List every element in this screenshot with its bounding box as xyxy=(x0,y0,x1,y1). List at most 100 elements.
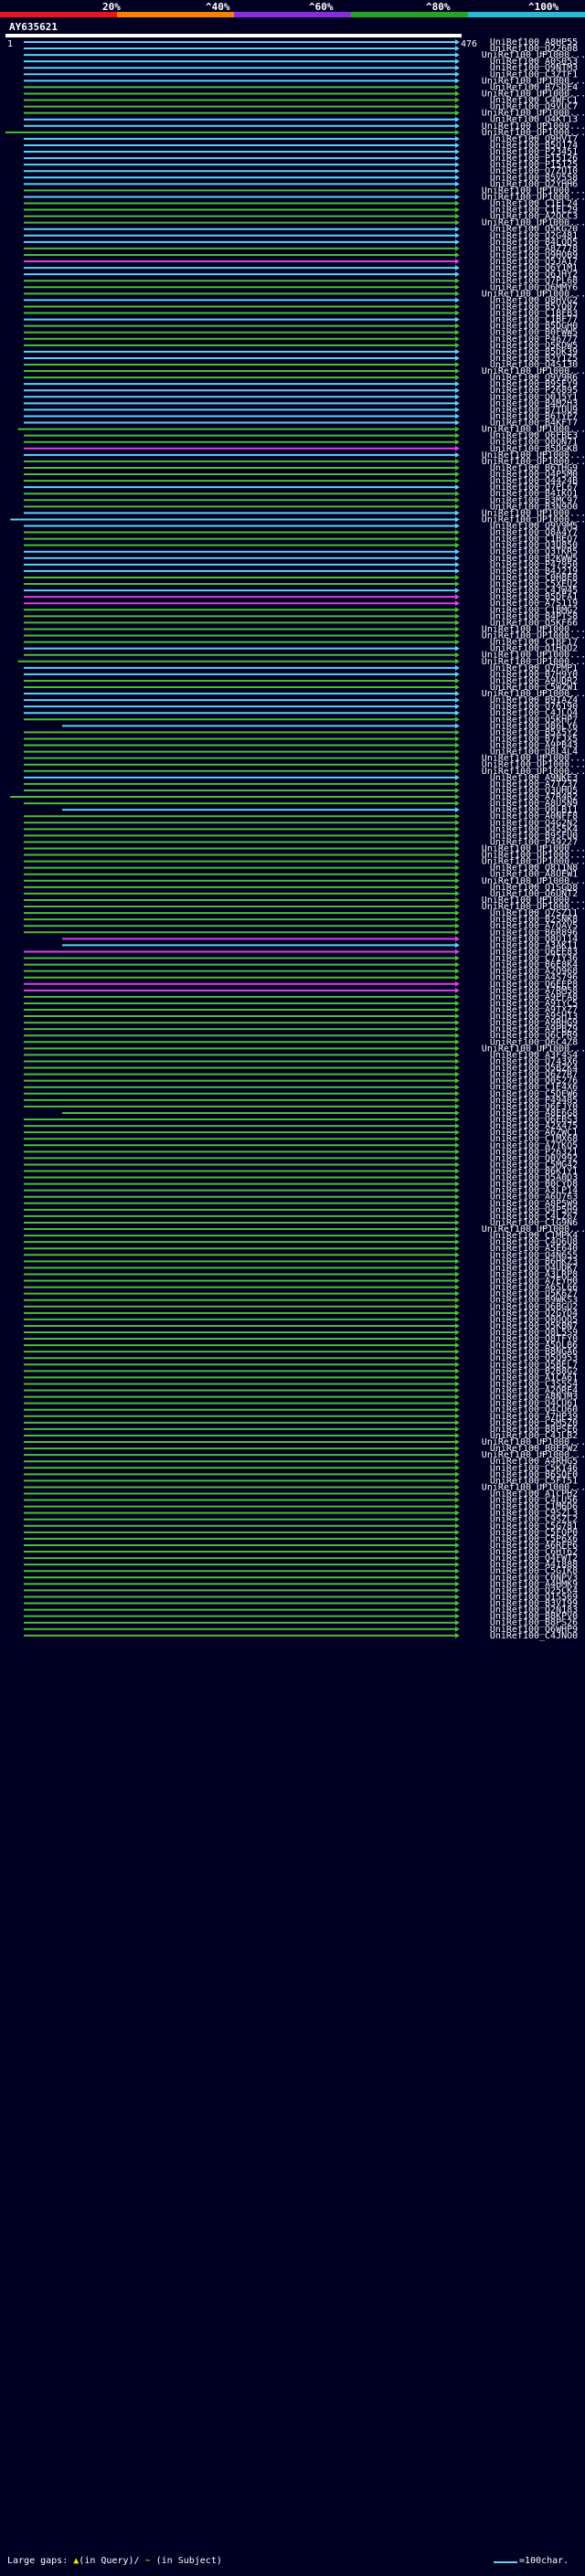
hit-label[interactable]: UniRef100_UP1000... xyxy=(482,186,585,196)
hit-label[interactable]: UniRef100_C5P6X6 xyxy=(490,1534,578,1544)
hit-label[interactable]: UniRef100_C4JLQ4 xyxy=(490,708,578,718)
hit-label[interactable]: UniRef100_Q6WHP9 xyxy=(490,1625,578,1635)
hit-label[interactable]: UniRef100_UP1000... xyxy=(482,657,585,667)
hit-label[interactable]: UniRef100_C1M6D6 xyxy=(490,1502,578,1512)
hit-label[interactable]: UniRef100_Q4P5H9 xyxy=(490,1205,578,1215)
hit-label[interactable]: UniRef100_C1BF77 xyxy=(490,315,578,325)
hit-label[interactable]: UniRef100_B7FJX5 xyxy=(490,734,578,744)
hit-label[interactable]: UniRef100_Q5KHP7 xyxy=(490,715,578,725)
hit-label[interactable]: UniRef100_B2SNK8 xyxy=(490,915,578,925)
hit-label[interactable]: UniRef100_UP1000... xyxy=(482,896,585,906)
hit-label[interactable]: UniRef100_B5DK39 xyxy=(490,347,578,357)
hit-label[interactable]: UniRef100_A4RHG5 xyxy=(490,1457,578,1467)
hit-label[interactable]: UniRef100_Q4N655 xyxy=(490,1250,578,1260)
hit-label[interactable]: UniRef100_Q6Z7R7 xyxy=(490,1070,578,1080)
hit-label[interactable]: UniRef100_Q9V9R6 xyxy=(490,373,578,383)
hit-label[interactable]: UniRef100_B4PTS8 xyxy=(490,611,578,621)
hit-label[interactable]: UniRef100_P49227 xyxy=(490,837,578,847)
hit-label[interactable]: UniRef100_UP1000... xyxy=(482,651,585,661)
hit-label[interactable]: UniRef100_C1BF17 xyxy=(490,638,578,648)
hit-label[interactable]: UniRef100_Q4S130 xyxy=(490,360,578,370)
hit-label[interactable]: UniRef100_B6K1Y1 xyxy=(490,1167,578,1177)
hit-label[interactable]: UniRef100_A4S796 xyxy=(490,973,578,983)
hit-label[interactable]: UniRef100_B5DFA1 xyxy=(490,592,578,602)
hit-label[interactable]: UniRef100_B5DGK8 xyxy=(490,444,578,454)
hit-label[interactable]: UniRef100_C5MG42 xyxy=(490,1160,578,1170)
hit-label[interactable]: UniRef100_C4JNO0 xyxy=(490,1631,578,1641)
hit-label[interactable]: UniRef100_A7HP39 xyxy=(490,1412,578,1422)
hit-label[interactable]: UniRef100_B5DGH0 xyxy=(490,322,578,332)
hit-label[interactable]: UniRef100_Q1SGD8 xyxy=(490,883,578,893)
hit-label[interactable]: UniRef100_A9NKE3 xyxy=(490,773,578,783)
hit-label[interactable]: UniRef100_A6ZWC1 xyxy=(490,1128,578,1138)
hit-label[interactable]: UniRef100_A4I888 xyxy=(490,1560,578,1570)
hit-label[interactable]: UniRef100_A0S053 xyxy=(490,57,578,67)
hit-label[interactable]: UniRef100_UP1000... xyxy=(482,366,585,376)
hit-label[interactable]: UniRef100_UP1000... xyxy=(482,128,585,138)
hit-label[interactable]: UniRef100_B0CYD8 xyxy=(490,1180,578,1190)
hit-label[interactable]: UniRef100_B6E8K4 xyxy=(490,960,578,970)
hit-label[interactable]: UniRef100_Q5BEL7 xyxy=(490,1360,578,1370)
hit-label[interactable]: UniRef100_C5G781 xyxy=(490,1521,578,1532)
hit-label[interactable]: UniRef100_UP1000... xyxy=(482,109,585,119)
hit-label[interactable]: UniRef100_Q1S569 xyxy=(490,1592,578,1602)
hit-label[interactable]: UniRef100_Q8O114 xyxy=(490,934,578,944)
hit-label[interactable]: UniRef100_Q4G2N2 xyxy=(490,818,578,828)
hit-label[interactable]: UniRef100_Q22608 xyxy=(490,44,578,54)
hit-label[interactable]: UniRef100_Q0S276 xyxy=(490,1076,578,1087)
hit-label[interactable]: UniRef100_Q3UHU5 xyxy=(490,786,578,796)
hit-label[interactable]: UniRef100_B9SFU0 xyxy=(490,831,578,841)
hit-label[interactable]: UniRef100_A7S119 xyxy=(490,599,578,609)
hit-label[interactable]: UniRef100_P15126 xyxy=(490,154,578,164)
hit-label[interactable]: UniRef100_UP1000... xyxy=(482,624,585,634)
hit-label[interactable]: UniRef100_Q8HVG2 xyxy=(490,295,578,305)
hit-label[interactable]: UniRef100_A1CA61 xyxy=(490,1373,578,1383)
hit-label[interactable]: UniRef100_B4J219 xyxy=(490,567,578,577)
hit-label[interactable]: UniRef100_C4LZ67 xyxy=(490,1212,578,1222)
hit-label[interactable]: UniRef100_B5Q174 xyxy=(490,141,578,151)
hit-label[interactable]: UniRef100_B9SEY9 xyxy=(490,379,578,389)
hit-label[interactable]: UniRef100_B7H9Y0 xyxy=(490,670,578,680)
hit-label[interactable]: UniRef100_Q4CU61 xyxy=(490,1399,578,1409)
hit-label[interactable]: UniRef100_Q6Y1M1 xyxy=(490,263,578,273)
hit-label[interactable]: UniRef100_UP1000... xyxy=(482,451,585,461)
hit-label[interactable]: UniRef100_A8E6G8 xyxy=(490,1108,578,1118)
hit-label[interactable]: UniRef100_Q9NTM3 xyxy=(490,63,578,73)
hit-label[interactable]: UniRef100_B4M2H3 xyxy=(490,398,578,408)
hit-label[interactable]: UniRef100_B5YQ07 xyxy=(490,302,578,312)
hit-label[interactable]: UniRef100_A8U5N9 xyxy=(490,799,578,809)
hit-label[interactable]: UniRef100_Q5Q953 xyxy=(490,1353,578,1363)
hit-label[interactable]: UniRef100_B3VI99 xyxy=(490,1599,578,1609)
hit-label[interactable]: UniRef100_Q9VUC7 xyxy=(490,102,578,112)
hit-label[interactable]: UniRef100_A7TZ37 xyxy=(490,779,578,790)
hit-label[interactable]: UniRef100_Q4P5M0 xyxy=(490,470,578,480)
hit-label[interactable]: UniRef100_Q3U850 xyxy=(490,541,578,551)
hit-label[interactable]: UniRef100_A8P5W9 xyxy=(490,1199,578,1209)
hit-label[interactable]: UniRef100_C4JLB2 xyxy=(490,1431,578,1441)
hit-label[interactable]: UniRef100_B8KPV0 xyxy=(490,1612,578,1622)
hit-label[interactable]: UniRef100_UP1000... xyxy=(482,760,585,770)
hit-label[interactable]: UniRef100_C5GIK8 xyxy=(490,1566,578,1576)
hit-label[interactable]: UniRef100_UP1000... xyxy=(482,514,585,525)
hit-label[interactable]: UniRef100_C5M5Z0 xyxy=(490,1418,578,1428)
hit-label[interactable]: UniRef100_UP1000... xyxy=(482,876,585,886)
hit-label[interactable]: UniRef100_Q6UNT2 xyxy=(490,889,578,899)
hit-label[interactable]: UniRef100_UP1000... xyxy=(482,844,585,854)
hit-label[interactable]: UniRef100_C5DEW6 xyxy=(490,1089,578,1099)
hit-label[interactable]: UniRef100_C4Q6U8 xyxy=(490,1237,578,1247)
hit-label[interactable]: UniRef100_Q9HOB9 xyxy=(490,250,578,260)
hit-label[interactable]: UniRef100_A4HMK9 xyxy=(490,1579,578,1589)
hit-label[interactable]: UniRef100_Q0QN71 xyxy=(490,438,578,448)
hit-label[interactable]: UniRef100_UP1000... xyxy=(482,457,585,467)
hit-label[interactable]: UniRef100_Q811N8 xyxy=(490,864,578,874)
hit-label[interactable]: UniRef100_Q7PL68 xyxy=(490,276,578,286)
hit-label[interactable]: UniRef100_Q5KDW5 xyxy=(490,341,578,351)
hit-label[interactable]: UniRef100_Q6EE83 xyxy=(490,947,578,957)
hit-label[interactable]: UniRef100_B8NGA6 xyxy=(490,1347,578,1357)
hit-label[interactable]: UniRef100_Q6C4Z8 xyxy=(490,1037,578,1047)
hit-label[interactable]: UniRef100_B3N9O0 xyxy=(490,502,578,512)
hit-label[interactable]: UniRef100_Q0LB11 xyxy=(490,805,578,815)
hit-label[interactable]: UniRef100_A6RFP6 xyxy=(490,1541,578,1551)
hit-label[interactable]: UniRef100_P26895 xyxy=(490,386,578,396)
hit-label[interactable]: UniRef100_UP1000... xyxy=(482,1482,585,1492)
